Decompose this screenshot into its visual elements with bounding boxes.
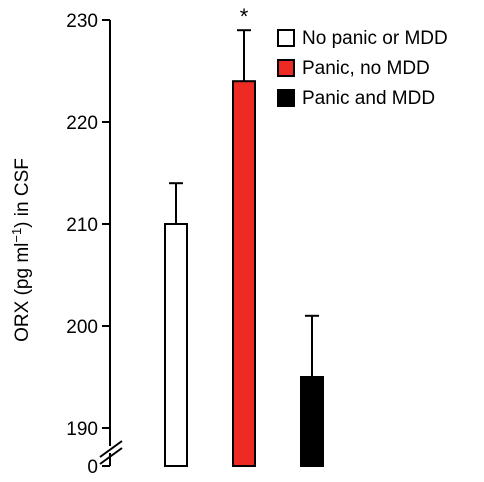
y-tick-label: 190 — [66, 419, 98, 440]
y-tick-label-zero: 0 — [87, 457, 98, 478]
axis-break-mark-2 — [99, 447, 123, 465]
y-tick-label: 220 — [66, 113, 98, 134]
legend-label: No panic or MDD — [302, 28, 448, 49]
legend: No panic or MDD Panic, no MDD Panic and MD… — [277, 28, 448, 109]
significance-marker: * — [240, 4, 249, 29]
bar — [164, 223, 188, 467]
y-axis-label-main: ORX (pg ml — [12, 243, 33, 342]
y-axis-label-superscript: −1 — [9, 228, 24, 243]
y-axis: 190 200 210 220 230 0 — [66, 11, 123, 478]
legend-swatch — [277, 89, 295, 107]
y-tick-label: 210 — [66, 215, 98, 236]
legend-label: Panic and MDD — [302, 88, 435, 109]
bar — [232, 80, 256, 467]
legend-swatch — [277, 29, 295, 47]
legend-label: Panic, no MDD — [302, 58, 430, 79]
y-tick-label: 230 — [66, 11, 98, 32]
legend-swatch — [277, 59, 295, 77]
axis-break-mark-1 — [99, 440, 123, 458]
bars: * — [164, 4, 324, 467]
y-axis-label-tail: ) in CSF — [12, 158, 33, 228]
y-axis-label: ORX (pg ml−1) in CSF — [9, 158, 33, 342]
y-tick-label: 200 — [66, 317, 98, 338]
bar — [300, 376, 324, 467]
